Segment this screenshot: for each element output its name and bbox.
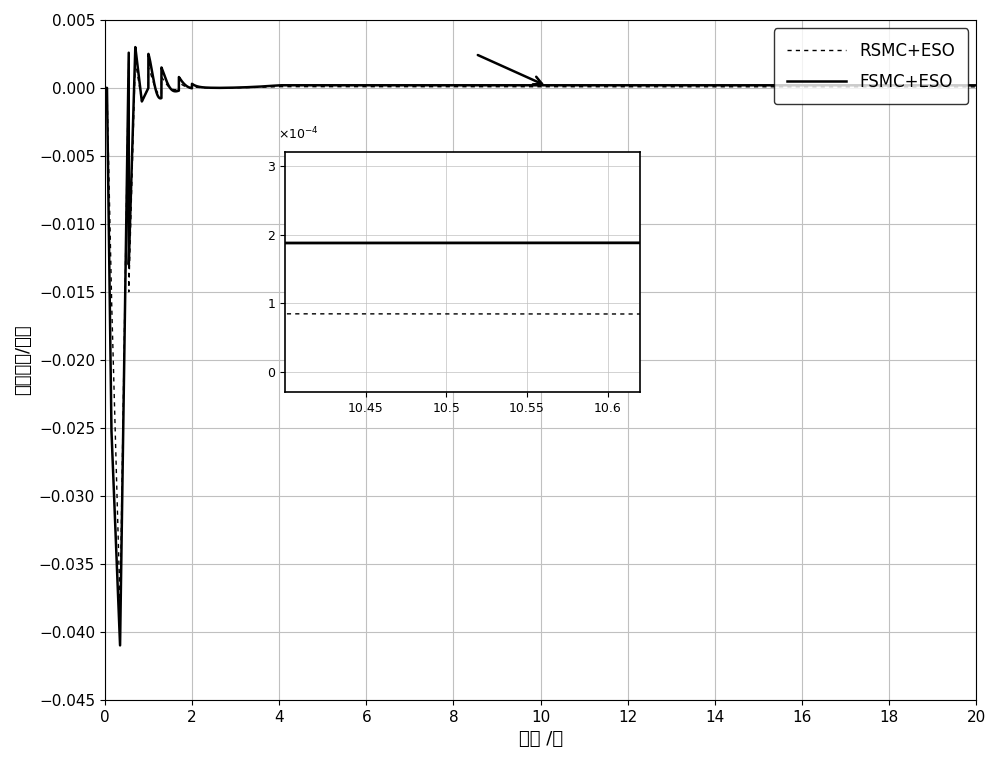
FSMC+ESO: [99, 83, 111, 92]
FSMC+ESO: [658, 81, 670, 90]
FSMC+ESO: [970, 81, 982, 90]
FSMC+ESO: [511, 81, 523, 90]
X-axis label: 时间 /秒: 时间 /秒: [519, 730, 563, 748]
Text: $\times 10^{-4}$: $\times 10^{-4}$: [278, 126, 319, 142]
FSMC+ESO: [129, 43, 141, 52]
FSMC+ESO: [626, 81, 638, 90]
Legend: RSMC+ESO, FSMC+ESO: RSMC+ESO, FSMC+ESO: [774, 28, 968, 104]
RSMC+ESO: [316, 82, 328, 91]
Y-axis label: 跟踪误差/弧度: 跟踪误差/弧度: [14, 325, 32, 395]
FSMC+ESO: [316, 81, 328, 90]
Line: RSMC+ESO: RSMC+ESO: [105, 56, 976, 604]
RSMC+ESO: [99, 83, 111, 92]
FSMC+ESO: [914, 81, 926, 90]
RSMC+ESO: [626, 82, 638, 91]
RSMC+ESO: [970, 82, 982, 91]
RSMC+ESO: [123, 52, 135, 61]
RSMC+ESO: [511, 82, 523, 91]
RSMC+ESO: [723, 82, 735, 91]
RSMC+ESO: [914, 82, 926, 91]
Line: FSMC+ESO: FSMC+ESO: [105, 47, 976, 645]
RSMC+ESO: [658, 82, 670, 91]
RSMC+ESO: [114, 600, 126, 609]
FSMC+ESO: [723, 81, 735, 90]
FSMC+ESO: [114, 641, 126, 650]
